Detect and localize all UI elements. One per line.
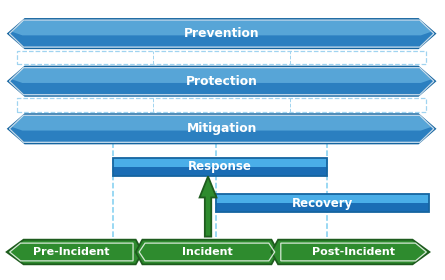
- Polygon shape: [12, 116, 431, 130]
- Polygon shape: [8, 19, 435, 48]
- Text: Recovery: Recovery: [292, 197, 353, 209]
- Polygon shape: [136, 240, 278, 264]
- Text: Prevention: Prevention: [184, 27, 259, 40]
- Text: Protection: Protection: [186, 75, 258, 88]
- Text: Mitigation: Mitigation: [186, 122, 257, 135]
- Polygon shape: [8, 114, 435, 143]
- Text: Post-Incident: Post-Incident: [312, 247, 395, 257]
- FancyBboxPatch shape: [17, 98, 426, 112]
- FancyBboxPatch shape: [17, 51, 426, 64]
- Text: Incident: Incident: [182, 247, 232, 257]
- Text: Response: Response: [188, 160, 252, 173]
- Polygon shape: [12, 21, 431, 35]
- Polygon shape: [8, 67, 435, 96]
- Polygon shape: [12, 68, 431, 83]
- FancyBboxPatch shape: [216, 203, 429, 212]
- Text: Pre-Incident: Pre-Incident: [33, 247, 109, 257]
- FancyBboxPatch shape: [216, 194, 429, 203]
- Polygon shape: [271, 240, 429, 264]
- Polygon shape: [200, 176, 217, 237]
- FancyBboxPatch shape: [113, 167, 327, 176]
- FancyBboxPatch shape: [113, 157, 327, 167]
- Polygon shape: [7, 240, 142, 264]
